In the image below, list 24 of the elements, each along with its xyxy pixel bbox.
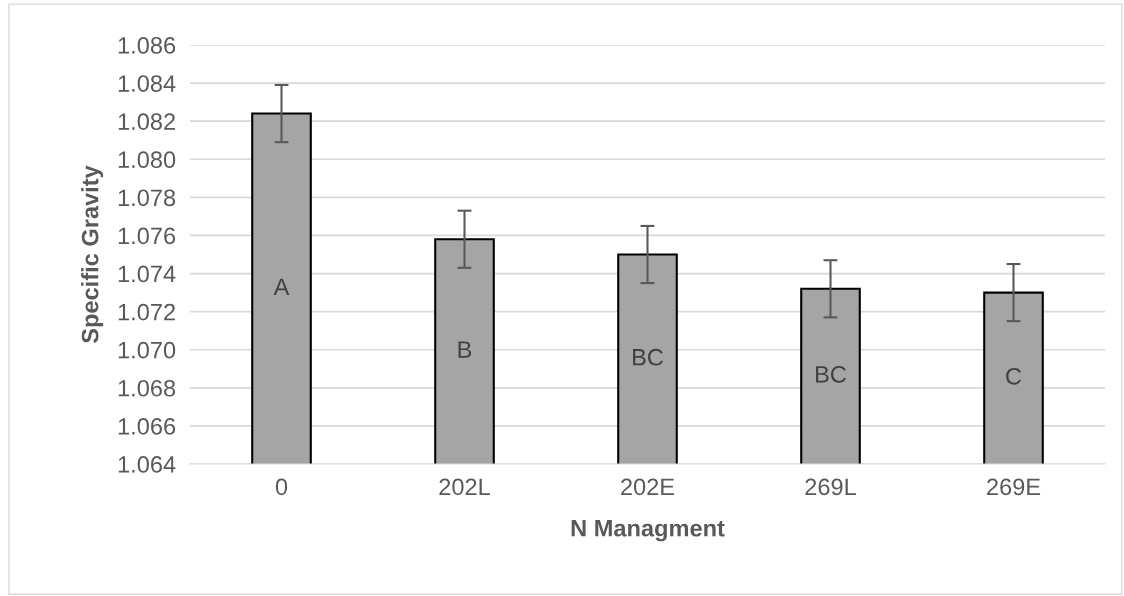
y-tick-label: 1.084 xyxy=(118,75,176,92)
x-tick-label: 0 xyxy=(275,478,288,496)
y-tick-label: 1.070 xyxy=(118,341,176,359)
y-tick-label: 1.080 xyxy=(118,151,176,169)
y-tick-label: 1.066 xyxy=(118,417,176,435)
annotation: A xyxy=(273,278,290,295)
annotation: C xyxy=(1006,367,1022,385)
y-tick-label: 1.068 xyxy=(118,379,176,397)
y-tick-label: 1.074 xyxy=(118,265,176,283)
y-tick-label: 1.064 xyxy=(118,456,176,473)
annotation: BC xyxy=(816,366,846,383)
y-tick-label: 1.086 xyxy=(118,37,176,54)
x-axis-title: N Managment xyxy=(571,520,725,542)
y-tick-label: 1.082 xyxy=(118,113,175,130)
y-tick-label: 1.072 xyxy=(118,303,175,321)
annotation: B xyxy=(458,341,472,358)
x-tick-label: 202E xyxy=(621,478,675,496)
y-axis-title: Specific Gravity xyxy=(81,165,104,344)
annotation: BC xyxy=(633,348,663,366)
y-tick-label: 1.078 xyxy=(118,189,176,207)
x-tick-label: 269E xyxy=(987,478,1041,496)
x-tick-label: 202L xyxy=(439,478,490,496)
y-tick-label: 1.076 xyxy=(118,227,176,245)
x-tick-label: 269L xyxy=(805,478,856,496)
